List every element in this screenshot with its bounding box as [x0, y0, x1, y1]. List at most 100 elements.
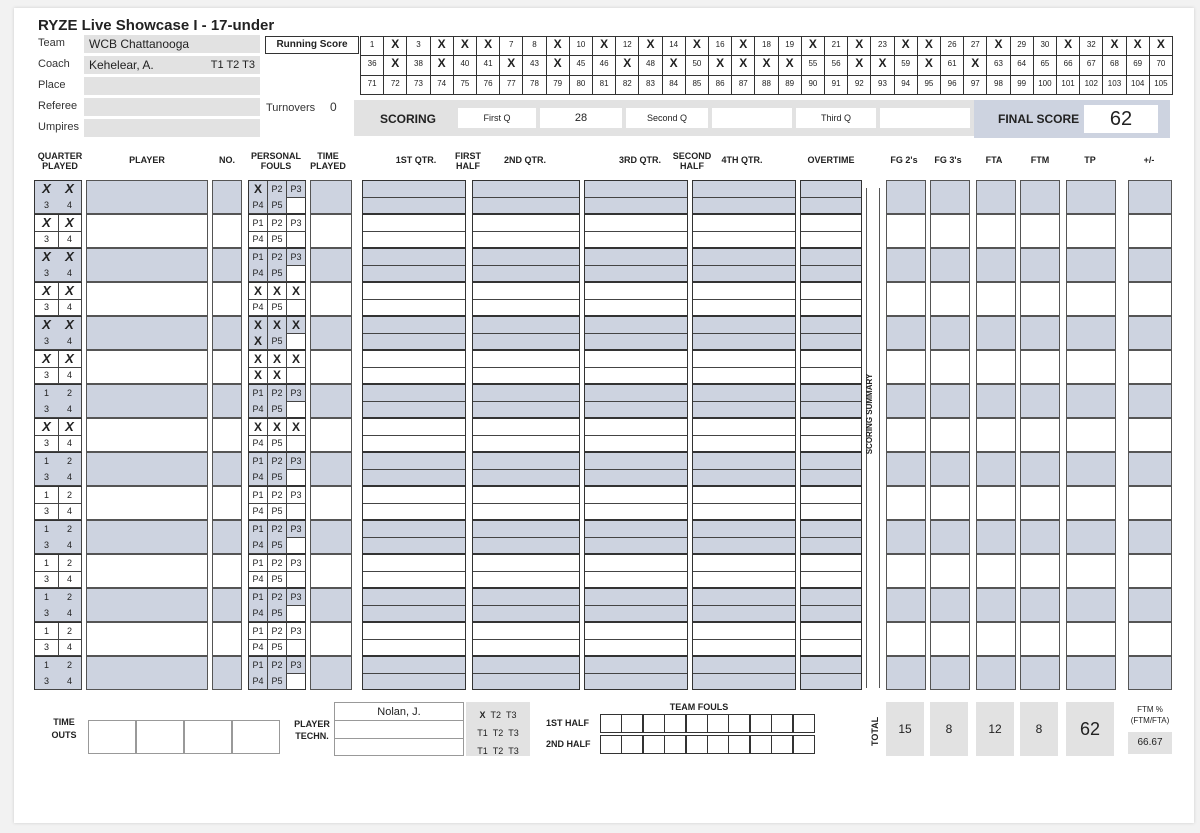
foul-box[interactable]: P4 — [249, 231, 268, 248]
running-score-cell[interactable]: X — [383, 55, 408, 76]
team-foul-box-2nd-half[interactable] — [792, 735, 815, 754]
quarter-box[interactable]: 1 — [35, 657, 59, 674]
running-score-cell[interactable]: 68 — [1102, 55, 1127, 76]
quarter-score-block[interactable] — [472, 452, 580, 486]
running-score-cell[interactable]: 93 — [870, 74, 895, 95]
quarter-box[interactable]: 4 — [58, 503, 82, 520]
quarter-box[interactable]: 2 — [58, 657, 82, 674]
quarter-score-block[interactable] — [692, 452, 796, 486]
running-score-cell[interactable]: 19 — [777, 36, 802, 57]
running-score-cell[interactable]: 103 — [1102, 74, 1127, 95]
quarter-score-block[interactable] — [584, 452, 688, 486]
running-score-cell[interactable]: 94 — [893, 74, 918, 95]
running-score-cell[interactable]: 61 — [940, 55, 965, 76]
quarter-box[interactable]: 2 — [58, 521, 82, 538]
foul-box[interactable]: P3 — [287, 555, 306, 572]
quarter-box[interactable]: 3 — [35, 299, 59, 316]
quarter-box[interactable]: X — [58, 283, 82, 300]
running-score-cell[interactable]: 40 — [452, 55, 477, 76]
quarter-score-block[interactable] — [362, 554, 466, 588]
foul-box[interactable]: X — [249, 317, 268, 334]
quarter-box[interactable]: 4 — [58, 333, 82, 350]
quarter-score-block[interactable] — [472, 248, 580, 282]
timeout-value[interactable] — [232, 720, 280, 754]
running-score-cell[interactable]: 91 — [824, 74, 849, 95]
foul-box[interactable]: X — [287, 351, 306, 368]
quarter-box[interactable]: 3 — [35, 265, 59, 282]
running-score-cell[interactable]: X — [916, 36, 941, 57]
referee-field[interactable] — [84, 98, 260, 116]
running-score-cell[interactable]: 101 — [1056, 74, 1081, 95]
running-score-cell[interactable]: X — [545, 55, 570, 76]
foul-box[interactable]: P1 — [249, 453, 268, 470]
running-score-cell[interactable]: 38 — [406, 55, 431, 76]
team-foul-box-1st-half[interactable] — [771, 714, 794, 733]
quarter-score-block[interactable] — [472, 520, 580, 554]
foul-box[interactable]: X — [268, 419, 287, 436]
running-score-cell[interactable]: 29 — [1009, 36, 1034, 57]
running-score-cell[interactable]: 26 — [940, 36, 965, 57]
quarter-score-block[interactable] — [472, 282, 580, 316]
running-score-cell[interactable]: 95 — [916, 74, 941, 95]
foul-box[interactable]: P4 — [249, 571, 268, 588]
quarter-box[interactable]: 2 — [58, 453, 82, 470]
quarter-box[interactable]: 3 — [35, 571, 59, 588]
quarter-score-block[interactable] — [800, 622, 862, 656]
quarter-box[interactable]: X — [35, 351, 59, 368]
quarter-box[interactable]: 2 — [58, 589, 82, 606]
running-score-cell[interactable]: 30 — [1032, 36, 1057, 57]
foul-box[interactable]: P5 — [268, 435, 287, 452]
quarter-box[interactable]: X — [58, 249, 82, 266]
quarter-score-block[interactable] — [362, 486, 466, 520]
quarter-score-block[interactable] — [692, 554, 796, 588]
quarter-score-block[interactable] — [800, 316, 862, 350]
foul-box[interactable]: P2 — [268, 181, 287, 198]
foul-box[interactable]: P4 — [249, 299, 268, 316]
team-foul-box-1st-half[interactable] — [728, 714, 751, 733]
team-foul-box-1st-half[interactable] — [600, 714, 622, 733]
quarter-score-block[interactable] — [362, 418, 466, 452]
running-score-cell[interactable]: 21 — [824, 36, 849, 57]
running-score-cell[interactable]: X — [986, 36, 1011, 57]
quarter-score-block[interactable] — [362, 282, 466, 316]
quarter-score-block[interactable] — [362, 588, 466, 622]
quarter-box[interactable]: X — [58, 215, 82, 232]
foul-box[interactable]: P2 — [268, 657, 287, 674]
running-score-cell[interactable]: X — [1102, 36, 1127, 57]
foul-box[interactable]: X — [268, 317, 287, 334]
quarter-score-block[interactable] — [472, 588, 580, 622]
running-score-cell[interactable]: 77 — [499, 74, 524, 95]
second-q-score[interactable] — [712, 108, 792, 128]
running-score-cell[interactable]: X — [452, 36, 477, 57]
foul-box[interactable]: P2 — [268, 521, 287, 538]
team-foul-box-1st-half[interactable] — [664, 714, 687, 733]
foul-box[interactable]: P4 — [249, 537, 268, 554]
quarter-box[interactable]: 1 — [35, 453, 59, 470]
running-score-cell[interactable]: 81 — [592, 74, 617, 95]
quarter-box[interactable]: X — [35, 317, 59, 334]
quarter-box[interactable]: 1 — [35, 385, 59, 402]
quarter-box[interactable]: 4 — [58, 469, 82, 486]
quarter-score-block[interactable] — [800, 656, 862, 690]
running-score-cell[interactable]: 96 — [940, 74, 965, 95]
running-score-cell[interactable]: 87 — [731, 74, 756, 95]
team-foul-box-1st-half[interactable] — [642, 714, 665, 733]
running-score-cell[interactable]: 88 — [754, 74, 779, 95]
quarter-score-block[interactable] — [362, 180, 466, 214]
foul-box[interactable]: P3 — [287, 215, 306, 232]
foul-box[interactable]: X — [287, 419, 306, 436]
quarter-box[interactable]: 3 — [35, 435, 59, 452]
running-score-cell[interactable]: 48 — [638, 55, 663, 76]
foul-box[interactable]: P5 — [268, 401, 287, 418]
running-score-cell[interactable]: 71 — [360, 74, 385, 95]
foul-box[interactable]: X — [287, 317, 306, 334]
team-foul-box-1st-half[interactable] — [621, 714, 644, 733]
foul-box[interactable]: P2 — [268, 589, 287, 606]
foul-box[interactable]: P1 — [249, 487, 268, 504]
foul-box[interactable]: P4 — [249, 673, 268, 690]
running-score-cell[interactable]: 85 — [684, 74, 709, 95]
foul-box[interactable]: X — [249, 333, 268, 350]
quarter-box[interactable]: 4 — [58, 231, 82, 248]
quarter-score-block[interactable] — [472, 384, 580, 418]
running-score-cell[interactable]: X — [754, 55, 779, 76]
